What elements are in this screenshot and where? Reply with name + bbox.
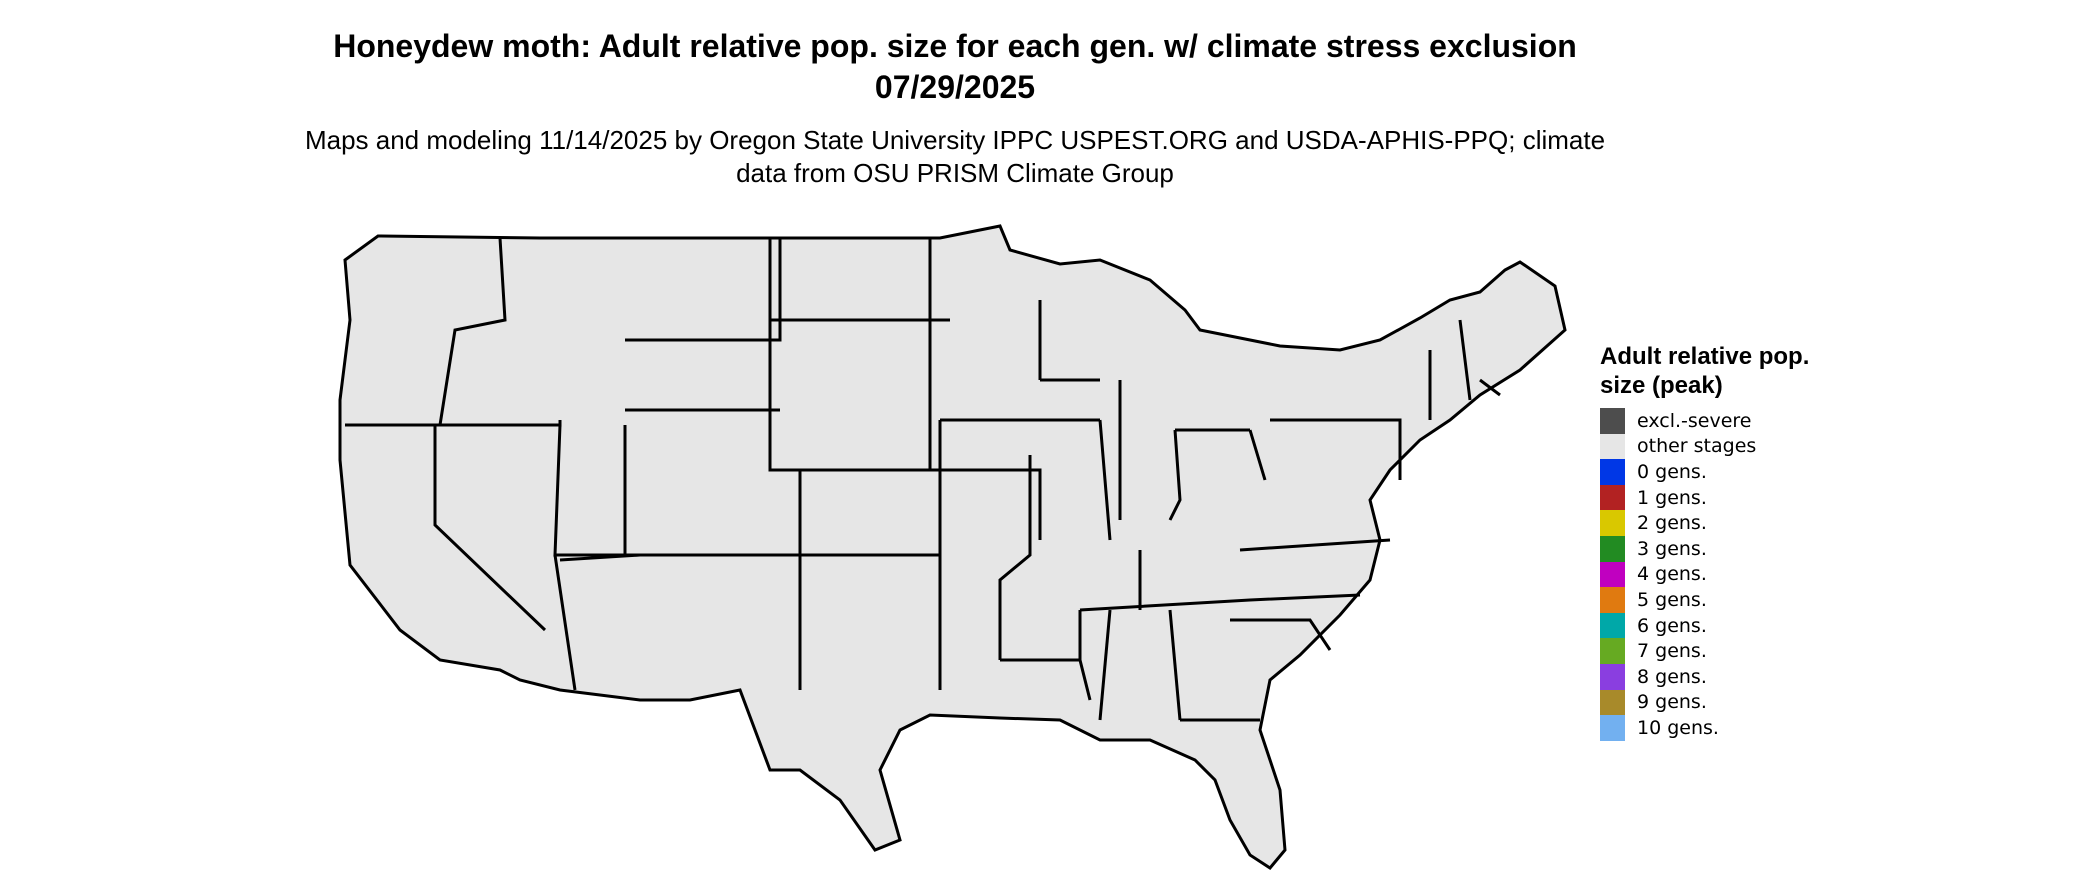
- legend-item: 3 gens.: [1600, 535, 1820, 562]
- legend-item: 5 gens.: [1600, 587, 1820, 613]
- legend-label: 3 gens.: [1637, 537, 1707, 560]
- legend-item: other stages: [1600, 433, 1820, 460]
- legend-swatch: [1600, 484, 1625, 511]
- legend-swatch: [1600, 612, 1625, 639]
- legend-item: 7 gens.: [1600, 638, 1820, 664]
- legend-swatch: [1600, 510, 1625, 536]
- legend-item: 10 gens.: [1600, 715, 1820, 741]
- legend-label: 8 gens.: [1637, 665, 1707, 688]
- map-subtitle: Maps and modeling 11/14/2025 by Oregon S…: [304, 125, 1606, 188]
- legend-swatch: [1600, 587, 1625, 613]
- legend-title: Adult relative pop. size (peak): [1600, 343, 1810, 399]
- legend-swatch: [1600, 459, 1625, 485]
- state-borders: [338, 224, 1567, 870]
- legend-label: 6 gens.: [1637, 614, 1707, 637]
- legend-swatch: [1600, 663, 1625, 690]
- legend-label: excl.-severe: [1637, 409, 1752, 432]
- legend-item: 0 gens.: [1600, 459, 1820, 485]
- legend-items: excl.-severe other stages 0 gens. 1 gens. 2 …: [1600, 408, 1820, 741]
- legend-label: 5 gens.: [1637, 588, 1707, 611]
- legend-swatch: [1600, 561, 1625, 588]
- legend: Adult relative pop. size (peak) excl.-se…: [1600, 342, 1820, 741]
- legend-item: 1 gens.: [1600, 484, 1820, 511]
- legend-item: 9 gens.: [1600, 689, 1820, 716]
- legend-item: 6 gens.: [1600, 612, 1820, 639]
- legend-label: 9 gens.: [1637, 691, 1707, 714]
- legend-label: 10 gens.: [1637, 716, 1719, 739]
- legend-label: 7 gens.: [1637, 640, 1707, 663]
- legend-label: 2 gens.: [1637, 512, 1707, 535]
- legend-label: 0 gens.: [1637, 460, 1707, 483]
- legend-label: other stages: [1637, 435, 1757, 458]
- legend-swatch: [1600, 535, 1625, 562]
- legend-item: 2 gens.: [1600, 510, 1820, 536]
- legend-item: 8 gens.: [1600, 663, 1820, 690]
- legend-label: 4 gens.: [1637, 563, 1707, 586]
- legend-label: 1 gens.: [1637, 486, 1707, 509]
- legend-item: excl.-severe: [1600, 408, 1820, 434]
- legend-swatch: [1600, 689, 1625, 716]
- map-title: Honeydew moth: Adult relative pop. size …: [333, 28, 1577, 105]
- legend-swatch: [1600, 433, 1625, 460]
- legend-swatch: [1600, 715, 1625, 741]
- legend-swatch: [1600, 638, 1625, 664]
- legend-swatch: [1600, 408, 1625, 434]
- legend-item: 4 gens.: [1600, 561, 1820, 588]
